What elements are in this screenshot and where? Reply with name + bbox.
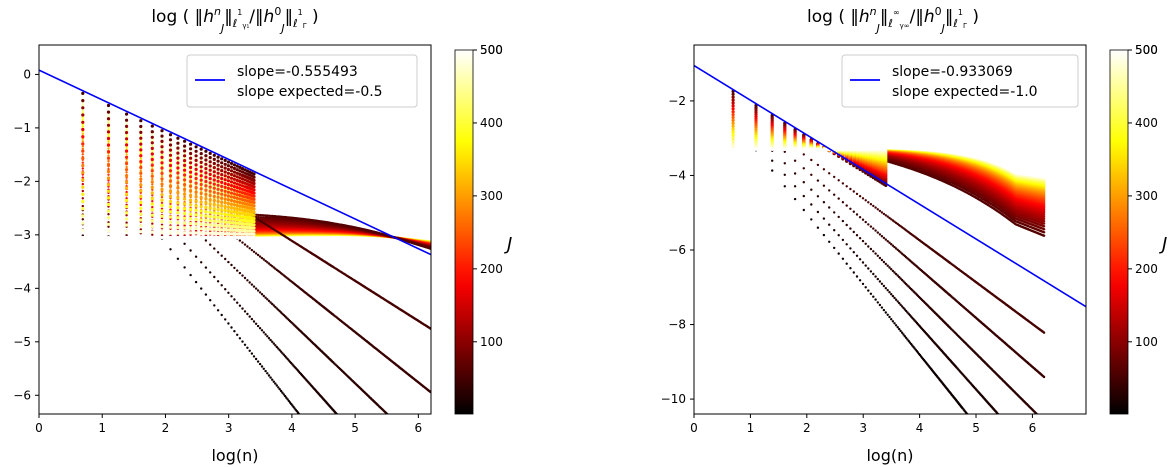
data-point bbox=[183, 142, 186, 146]
data-point bbox=[160, 132, 164, 135]
data-point bbox=[200, 159, 203, 162]
data-point bbox=[160, 174, 164, 178]
data-point bbox=[151, 133, 154, 137]
data-point bbox=[176, 154, 180, 157]
data-point bbox=[189, 149, 192, 153]
data-point bbox=[194, 152, 198, 155]
data-point bbox=[139, 139, 142, 142]
data-point bbox=[107, 115, 110, 118]
data-point bbox=[81, 94, 85, 98]
data-point bbox=[139, 145, 142, 149]
data-point bbox=[169, 146, 172, 149]
data-point bbox=[169, 151, 172, 154]
data-point bbox=[139, 157, 142, 160]
data-point bbox=[125, 121, 128, 125]
data-point bbox=[169, 136, 172, 139]
data-point bbox=[107, 147, 110, 150]
data-point bbox=[81, 103, 85, 106]
data-point bbox=[125, 146, 128, 149]
data-point bbox=[107, 121, 110, 125]
data-point bbox=[139, 122, 142, 125]
data-point bbox=[81, 140, 85, 143]
data-point bbox=[125, 128, 128, 131]
data-point bbox=[125, 153, 128, 156]
data-point bbox=[139, 134, 142, 138]
data-point bbox=[125, 115, 128, 118]
data-point bbox=[81, 118, 85, 122]
data-point bbox=[81, 132, 85, 136]
data-point bbox=[139, 128, 142, 131]
data-point bbox=[176, 139, 180, 143]
data-point bbox=[81, 116, 85, 119]
data-point bbox=[160, 153, 164, 156]
data-point bbox=[107, 139, 110, 143]
data-point bbox=[81, 109, 85, 113]
data-point bbox=[107, 107, 110, 110]
data-point bbox=[160, 142, 164, 146]
data-point bbox=[81, 97, 85, 100]
data-point bbox=[125, 134, 128, 138]
data-point bbox=[151, 127, 154, 130]
data-point bbox=[107, 113, 110, 116]
data-point bbox=[169, 166, 172, 170]
data-point bbox=[151, 144, 154, 147]
data-points bbox=[81, 91, 431, 414]
data-point bbox=[81, 125, 85, 128]
data-point bbox=[107, 119, 110, 123]
